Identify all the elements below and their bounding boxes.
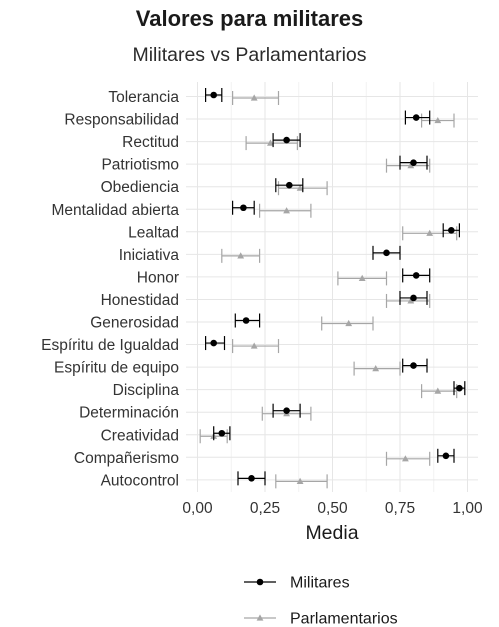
data-point (283, 407, 290, 415)
chart-title: Valores para militares (135, 6, 364, 31)
x-tick-label: 0,25 (250, 500, 280, 517)
data-point (410, 159, 417, 166)
data-point (248, 475, 255, 482)
category-label: Responsabilidad (64, 112, 179, 129)
data-point (296, 477, 304, 484)
data-point (407, 162, 415, 169)
legend-label: Militares (290, 575, 350, 592)
category-label: Iniciativa (119, 247, 180, 264)
x-axis-title: Media (305, 522, 358, 544)
legend-item-militares: Militares (244, 575, 350, 592)
category-label: Lealtad (128, 224, 179, 241)
data-point (250, 342, 258, 349)
data-point (456, 384, 463, 392)
data-point (372, 365, 380, 372)
data-point (286, 181, 293, 189)
category-label: Tolerancia (108, 89, 179, 106)
x-tick-label: 0,00 (182, 500, 213, 517)
data-point (426, 229, 434, 236)
legend-label: Parlamentarios (290, 611, 398, 627)
category-label: Honor (137, 269, 179, 286)
data-point (283, 136, 290, 144)
category-label: Autocontrol (101, 472, 179, 489)
category-label: Obediencia (101, 179, 180, 196)
data-point (237, 252, 245, 259)
category-label: Creatividad (101, 427, 179, 444)
category-label: Rectitud (122, 134, 179, 151)
data-point (218, 429, 226, 437)
chart-subtitle: Militares vs Parlamentarios (132, 44, 367, 66)
data-point (412, 114, 420, 121)
data-point (283, 207, 290, 214)
data-point (434, 116, 442, 124)
data-point (407, 297, 415, 304)
data-point (240, 204, 247, 212)
category-label: Generosidad (90, 315, 179, 332)
x-tick-label: 0,50 (317, 500, 348, 517)
series-parlamentarios (199, 91, 458, 489)
legend-marker (256, 614, 264, 621)
legend-marker (256, 578, 264, 586)
x-tick-label: 0,75 (385, 500, 415, 517)
data-point (267, 139, 274, 146)
data-point (410, 362, 417, 369)
category-label: Espíritu de equipo (54, 360, 179, 377)
category-label: Mentalidad abierta (51, 202, 179, 219)
data-point (250, 94, 258, 101)
data-point (210, 91, 217, 99)
data-point (383, 249, 390, 257)
data-point (410, 294, 417, 302)
series-militares (205, 88, 466, 486)
category-label: Disciplina (113, 382, 180, 399)
data-point (434, 387, 442, 394)
data-point (242, 317, 250, 324)
data-point (296, 184, 304, 191)
category-label: Espíritu de Igualdad (41, 337, 179, 354)
category-label: Determinación (79, 405, 179, 422)
x-tick-label: 1,00 (452, 500, 483, 517)
data-point (358, 274, 366, 281)
category-label: Honestidad (101, 292, 179, 309)
data-point (442, 452, 450, 460)
data-point (448, 227, 455, 234)
category-label: Compañerismo (74, 450, 179, 467)
category-label: Patriotismo (101, 157, 179, 174)
data-point (210, 339, 217, 347)
data-point (345, 319, 353, 327)
data-point (402, 455, 409, 462)
legend-item-parlamentarios: Parlamentarios (244, 611, 398, 627)
data-point (412, 272, 420, 279)
